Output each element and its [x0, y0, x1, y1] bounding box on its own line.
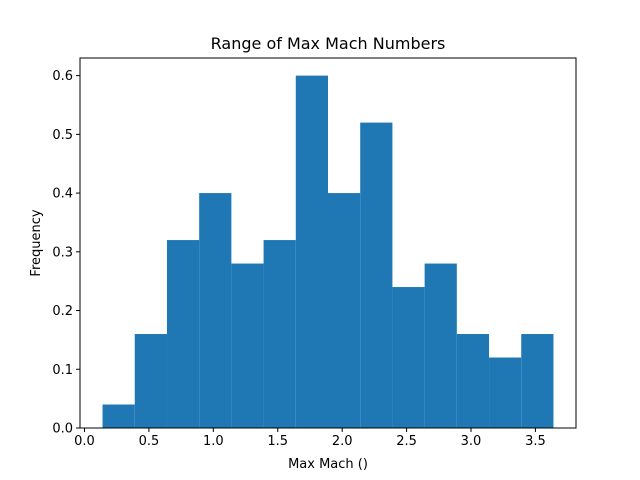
x-tick-label: 3.5: [525, 434, 546, 449]
histogram-bar: [134, 334, 167, 428]
histogram-bar: [456, 334, 490, 428]
histogram-bar: [231, 263, 264, 428]
y-tick-label: 0.2: [52, 304, 73, 319]
histogram-bar: [392, 287, 425, 428]
y-tick-label: 0.4: [52, 187, 73, 202]
x-axis-ticks: 0.0 0.5 1.0 1.5 2.0 2.5 3.0 3.5: [74, 428, 546, 449]
histogram-bar: [424, 263, 457, 428]
histogram-bar: [263, 240, 296, 428]
y-axis-title: Frequency: [29, 209, 44, 276]
histogram-bar: [328, 193, 361, 428]
histogram-bar: [360, 122, 393, 428]
y-tick-label: 0.1: [52, 363, 73, 378]
x-tick-label: 0.5: [139, 434, 160, 449]
y-tick-label: 0.6: [52, 69, 73, 84]
histogram-bar: [489, 357, 522, 428]
chart-title: Range of Max Mach Numbers: [211, 34, 446, 53]
x-tick-label: 1.0: [203, 434, 224, 449]
x-tick-label: 0.0: [74, 434, 95, 449]
histogram-bar: [166, 240, 200, 428]
histogram-bar: [102, 404, 135, 428]
x-tick-label: 3.0: [461, 434, 482, 449]
x-tick-label: 2.5: [396, 434, 417, 449]
plot-frame: [79, 57, 577, 429]
histogram-bars: [102, 75, 554, 428]
histogram-bar: [295, 75, 328, 428]
x-axis-title: Max Mach (): [288, 457, 368, 472]
x-tick-label: 2.0: [332, 434, 353, 449]
y-tick-label: 0.5: [52, 128, 73, 143]
histogram-bar: [199, 193, 232, 428]
y-tick-label: 0.3: [52, 245, 73, 260]
y-tick-label: 0.0: [52, 422, 73, 437]
x-tick-label: 1.5: [267, 434, 288, 449]
y-axis-ticks: 0.0 0.1 0.2 0.3 0.4 0.5 0.6: [52, 69, 80, 437]
histogram-bar: [521, 334, 554, 428]
